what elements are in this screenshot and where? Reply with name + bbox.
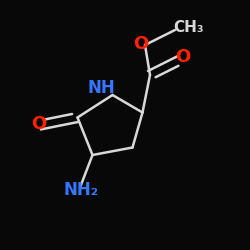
- Text: CH₃: CH₃: [174, 20, 204, 35]
- Text: O: O: [134, 35, 149, 53]
- Text: O: O: [175, 48, 190, 66]
- Text: NH₂: NH₂: [64, 181, 99, 199]
- Text: O: O: [31, 115, 46, 133]
- Text: NH: NH: [88, 79, 115, 97]
